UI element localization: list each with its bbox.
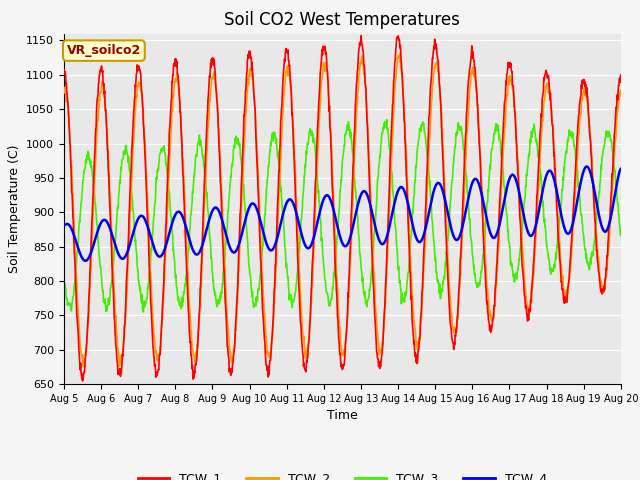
- Line: TCW_1: TCW_1: [64, 36, 621, 381]
- Line: TCW_4: TCW_4: [64, 167, 621, 261]
- TCW_2: [617, 87, 625, 93]
- TCW_2: [171, 79, 179, 85]
- TCW_3: [429, 233, 437, 239]
- TCW_4: [502, 190, 509, 195]
- TCW_1: [171, 63, 179, 69]
- TCW_1: [60, 67, 68, 73]
- TCW_2: [429, 71, 437, 77]
- TCW_2: [79, 364, 87, 370]
- Text: VR_soilco2: VR_soilco2: [67, 44, 141, 57]
- TCW_1: [79, 378, 86, 384]
- TCW_3: [184, 248, 192, 253]
- TCW_3: [60, 276, 68, 282]
- Line: TCW_3: TCW_3: [64, 120, 621, 312]
- TCW_1: [502, 81, 510, 87]
- TCW_4: [246, 202, 254, 208]
- TCW_2: [552, 167, 559, 173]
- TCW_1: [184, 305, 192, 311]
- TCW_3: [552, 256, 559, 262]
- X-axis label: Time: Time: [327, 409, 358, 422]
- TCW_4: [171, 213, 179, 219]
- TCW_4: [551, 180, 559, 186]
- TCW_3: [140, 309, 147, 315]
- TCW_4: [429, 191, 437, 196]
- TCW_2: [502, 98, 510, 104]
- TCW_1: [357, 33, 365, 38]
- TCW_4: [617, 166, 625, 172]
- TCW_1: [429, 48, 437, 53]
- TCW_4: [60, 222, 68, 228]
- TCW_2: [396, 50, 404, 56]
- Y-axis label: Soil Temperature (C): Soil Temperature (C): [8, 144, 20, 273]
- TCW_1: [246, 55, 254, 60]
- TCW_2: [60, 88, 68, 94]
- TCW_3: [246, 274, 254, 279]
- TCW_1: [617, 72, 625, 78]
- Line: TCW_2: TCW_2: [64, 53, 621, 367]
- TCW_3: [383, 117, 390, 123]
- Title: Soil CO2 West Temperatures: Soil CO2 West Temperatures: [225, 11, 460, 29]
- Legend: TCW_1, TCW_2, TCW_3, TCW_4: TCW_1, TCW_2, TCW_3, TCW_4: [133, 468, 552, 480]
- TCW_3: [502, 208, 510, 214]
- TCW_4: [583, 164, 591, 169]
- TCW_1: [552, 184, 559, 190]
- TCW_4: [81, 258, 89, 264]
- TCW_2: [246, 69, 254, 74]
- TCW_3: [617, 233, 625, 239]
- TCW_3: [171, 259, 179, 264]
- TCW_2: [184, 277, 192, 283]
- TCW_4: [184, 232, 192, 238]
